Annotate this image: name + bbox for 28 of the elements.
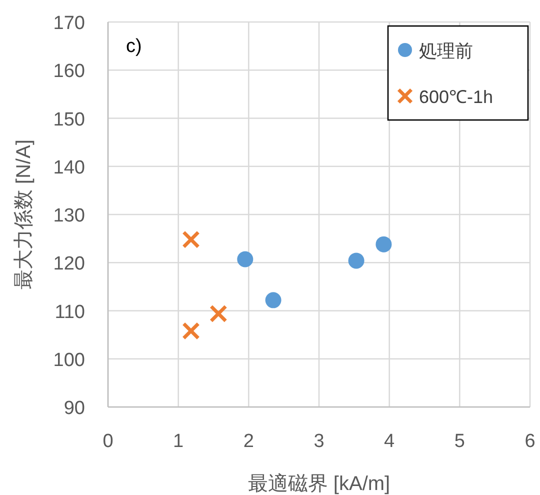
point [237, 251, 254, 268]
legend-label: 処理前 [419, 41, 473, 61]
y-tick-label: 90 [64, 398, 85, 419]
y-tick-label: 170 [53, 13, 85, 34]
annotation: c) [126, 36, 142, 57]
y-tick-label: 160 [53, 61, 85, 82]
point [182, 230, 200, 248]
y-axis-title: 最大力係数 [N/A] [13, 139, 35, 290]
legend-label: 600℃-1h [419, 87, 494, 107]
point [182, 322, 200, 340]
x-tick-label: 6 [524, 431, 536, 452]
x-tick-label: 2 [243, 431, 254, 452]
x-tick-label: 4 [384, 431, 396, 452]
point [209, 304, 228, 323]
y-tick-label: 130 [53, 206, 85, 226]
point [348, 252, 364, 269]
point [376, 236, 392, 252]
x-axis-title: 最適磁界 [kA/m] [248, 473, 390, 495]
y-tick-label: 150 [53, 109, 85, 130]
y-tick-label: 100 [53, 350, 85, 371]
point [265, 292, 282, 308]
x-tick-label: 3 [314, 431, 324, 452]
x-tick-label: 0 [102, 431, 114, 452]
y-tick-label: 120 [53, 254, 85, 275]
y-tick-label: 140 [53, 157, 85, 178]
x-tick-label: 5 [454, 431, 465, 452]
x-tick-label: 1 [173, 431, 184, 452]
y-tick-label: 110 [54, 302, 85, 323]
